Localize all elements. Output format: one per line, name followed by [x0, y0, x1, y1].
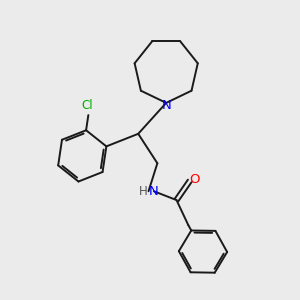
Text: N: N	[161, 99, 171, 112]
Text: Cl: Cl	[81, 99, 93, 112]
Text: O: O	[189, 173, 200, 186]
Text: H: H	[139, 185, 148, 198]
Text: N: N	[149, 185, 159, 198]
